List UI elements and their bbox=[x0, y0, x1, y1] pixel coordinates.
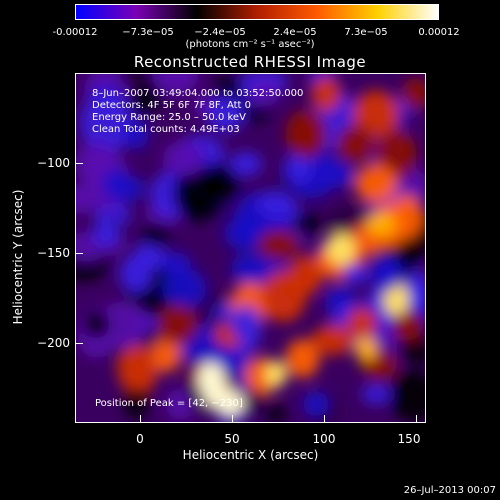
heatmap-blob bbox=[152, 337, 181, 373]
x-tick-mark bbox=[232, 415, 233, 423]
heatmap-blob bbox=[197, 362, 225, 396]
heatmap-blob bbox=[390, 370, 425, 422]
colorbar bbox=[75, 4, 439, 20]
heatmap-blob bbox=[288, 255, 324, 295]
x-tick-mark bbox=[324, 415, 325, 423]
x-tick-label: 50 bbox=[224, 432, 240, 446]
x-tick-mark bbox=[140, 415, 141, 423]
x-tick-label: 150 bbox=[397, 432, 421, 446]
heatmap-blob bbox=[375, 128, 417, 180]
heatmap-image bbox=[76, 74, 425, 422]
y-tick-mark bbox=[75, 253, 83, 254]
heatmap-blob bbox=[207, 95, 245, 133]
heatmap-blob bbox=[285, 338, 320, 378]
heatmap-blob bbox=[303, 391, 329, 417]
heatmap-blob bbox=[140, 222, 172, 246]
heatmap-blob bbox=[162, 140, 205, 176]
heatmap-blob bbox=[371, 256, 401, 292]
heatmap-blob bbox=[82, 309, 110, 339]
peak-position-label: Position of Peak = [42, −230] bbox=[95, 398, 243, 410]
x-tick-label: 0 bbox=[136, 432, 144, 446]
heatmap-blob bbox=[230, 305, 262, 343]
heatmap-blob bbox=[265, 360, 287, 388]
heatmap-blob bbox=[157, 304, 198, 345]
heatmap-blob bbox=[355, 336, 377, 362]
heatmap-blob bbox=[200, 163, 240, 203]
footer-date: 26–Jul–2013 00:07 bbox=[403, 485, 496, 496]
heatmap-blob bbox=[342, 263, 370, 285]
x-tick-mark bbox=[416, 415, 417, 423]
heatmap-blob bbox=[285, 150, 313, 184]
heatmap-blob bbox=[354, 164, 398, 204]
heatmap-blob bbox=[151, 74, 199, 96]
heatmap-blob bbox=[401, 78, 425, 110]
heatmap-blob bbox=[257, 190, 295, 218]
heatmap-blob bbox=[184, 195, 208, 213]
heatmap-blob bbox=[397, 338, 425, 366]
peak-label-text: Position of Peak = [ bbox=[95, 398, 193, 409]
colorbar-tick-label: −7.3e−05 bbox=[122, 27, 174, 38]
info-line-counts: Clean Total counts: 4.49E+03 bbox=[92, 124, 240, 135]
colorbar-tick-label: −2.4e−05 bbox=[194, 27, 246, 38]
heatmap-blob bbox=[229, 151, 263, 177]
y-tick-label: −200 bbox=[37, 336, 70, 350]
heatmap-blob bbox=[161, 252, 191, 276]
colorbar-tick-label: 2.4e−05 bbox=[273, 27, 317, 38]
heatmap-blob bbox=[123, 388, 149, 420]
info-line-time: 8–Jun–2007 03:49:04.000 to 03:52:50.000 bbox=[92, 88, 304, 99]
plot-title: Reconstructed RHESSI Image bbox=[133, 53, 367, 71]
heatmap-blob bbox=[366, 212, 396, 236]
heatmap-blob bbox=[291, 212, 321, 236]
heatmap-blob bbox=[336, 124, 376, 164]
heatmap-blob bbox=[162, 267, 207, 309]
heatmap-blob bbox=[92, 221, 120, 247]
heatmap-blob bbox=[326, 232, 356, 266]
info-line-detectors: Detectors: 4F 5F 6F 7F 8F, Att 0 bbox=[92, 100, 252, 111]
heatmap-blob bbox=[250, 77, 280, 107]
y-tick-mark bbox=[75, 343, 83, 344]
heatmap-blob bbox=[123, 118, 149, 150]
colorbar-tick-label: 0.00012 bbox=[418, 27, 460, 38]
heatmap-blob bbox=[217, 391, 245, 417]
heatmap-blob bbox=[391, 309, 424, 341]
heatmap-blob bbox=[224, 216, 268, 251]
y-tick-label: −100 bbox=[37, 156, 70, 170]
heatmap-blob bbox=[117, 345, 159, 395]
heatmap-blob bbox=[311, 76, 341, 112]
x-tick-label: 100 bbox=[312, 432, 336, 446]
y-tick-label: −150 bbox=[37, 246, 70, 260]
plot-area: 8–Jun–2007 03:49:04.000 to 03:52:50.000 … bbox=[75, 73, 426, 423]
heatmap-blob bbox=[388, 194, 424, 239]
x-axis-label: Heliocentric X (arcsec) bbox=[182, 448, 319, 462]
heatmap-blob bbox=[361, 384, 391, 404]
heatmap-blob bbox=[264, 405, 288, 422]
peak-value-text: 42, −230] bbox=[192, 398, 243, 409]
heatmap-blob bbox=[347, 307, 378, 337]
heatmap-blob bbox=[257, 229, 300, 261]
heatmap-blob bbox=[311, 324, 354, 356]
heatmap-blob bbox=[352, 90, 400, 138]
heatmap-blob bbox=[79, 92, 134, 155]
heatmap-blob bbox=[285, 109, 327, 159]
heatmap-blob bbox=[95, 302, 151, 350]
heatmap-blob bbox=[120, 74, 147, 87]
y-axis-label: Heliocentric Y (arcsec) bbox=[11, 189, 25, 325]
y-tick-mark bbox=[75, 163, 83, 164]
heatmap-blob bbox=[102, 168, 130, 200]
heatmap-blob bbox=[119, 254, 153, 294]
colorbar-units: (photons cm⁻² s⁻¹ asec⁻²) bbox=[185, 39, 315, 50]
colorbar-tick-label: 7.3e−05 bbox=[344, 27, 388, 38]
heatmap-blob bbox=[318, 160, 354, 188]
heatmap-blob bbox=[393, 244, 419, 264]
info-line-energy: Energy Range: 25.0 – 50.0 keV bbox=[92, 112, 246, 123]
colorbar-tick-label: -0.00012 bbox=[52, 27, 98, 38]
